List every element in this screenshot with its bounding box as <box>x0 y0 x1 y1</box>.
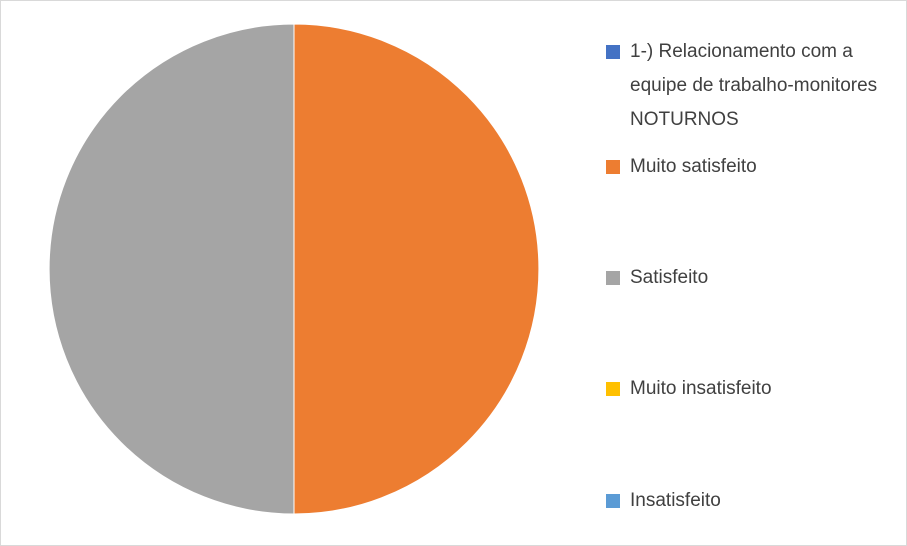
legend-swatch <box>606 494 620 508</box>
legend-entry: 1-) Relacionamento com a equipe de traba… <box>606 40 888 137</box>
pie-slice <box>293 23 540 515</box>
legend-swatch <box>606 45 620 59</box>
legend-swatch <box>606 271 620 285</box>
legend-entry: Muito insatisfeito <box>606 377 888 406</box>
legend-swatch <box>606 382 620 396</box>
legend-label: 1-) Relacionamento com a equipe de traba… <box>630 41 878 130</box>
legend-entry: Satisfeito <box>606 266 888 295</box>
legend-label: Muito satisfeito <box>630 156 757 177</box>
legend-swatch <box>606 160 620 174</box>
legend-label: Insatisfeito <box>630 490 721 511</box>
legend-label: Satisfeito <box>630 267 709 288</box>
pie-slice <box>48 23 295 515</box>
legend-label: Muito insatisfeito <box>630 378 772 399</box>
legend-entry: Muito satisfeito <box>606 155 888 184</box>
legend-entry: Insatisfeito <box>606 489 888 518</box>
